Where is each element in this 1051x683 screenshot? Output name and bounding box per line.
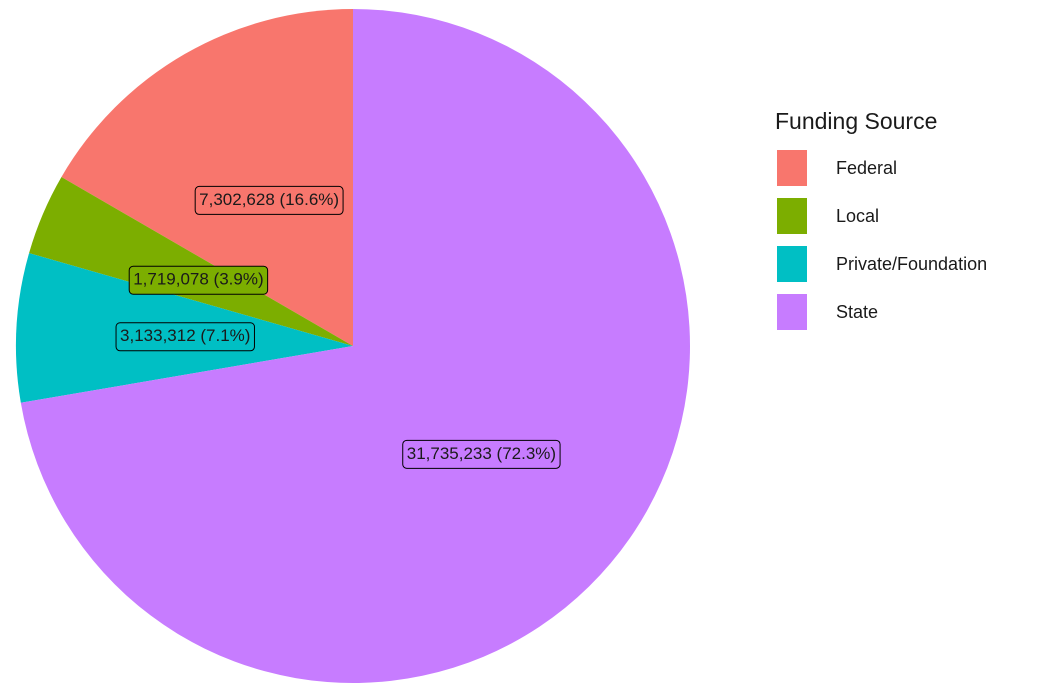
label-text: 31,735,233 (72.3%) <box>407 444 556 463</box>
data-label: 3,133,312 (7.1%) <box>115 322 255 352</box>
legend-key <box>777 294 807 330</box>
label-text: 3,133,312 (7.1%) <box>120 326 250 345</box>
pie-slice <box>29 176 353 346</box>
label-box <box>194 185 344 215</box>
data-label: 7,302,628 (16.6%) <box>194 185 344 215</box>
legend-label: State <box>836 302 878 322</box>
label-text: 7,302,628 (16.6%) <box>199 190 339 209</box>
legend-key <box>777 246 807 282</box>
label-text: 1,719,078 (3.9%) <box>133 270 263 289</box>
label-box <box>402 439 561 469</box>
label-box <box>128 265 269 295</box>
legend-key <box>777 198 807 234</box>
legend-label: Private/Foundation <box>836 254 987 274</box>
data-label: 1,719,078 (3.9%) <box>128 265 269 295</box>
pie-slice <box>61 9 354 346</box>
data-label: 31,735,233 (72.3%) <box>402 439 561 469</box>
legend-label: Federal <box>836 158 897 178</box>
label-box <box>115 322 255 352</box>
legend-key <box>777 150 807 186</box>
legend-title: Funding Source <box>775 108 937 134</box>
legend-label: Local <box>836 206 879 226</box>
pie-slice <box>20 9 690 683</box>
